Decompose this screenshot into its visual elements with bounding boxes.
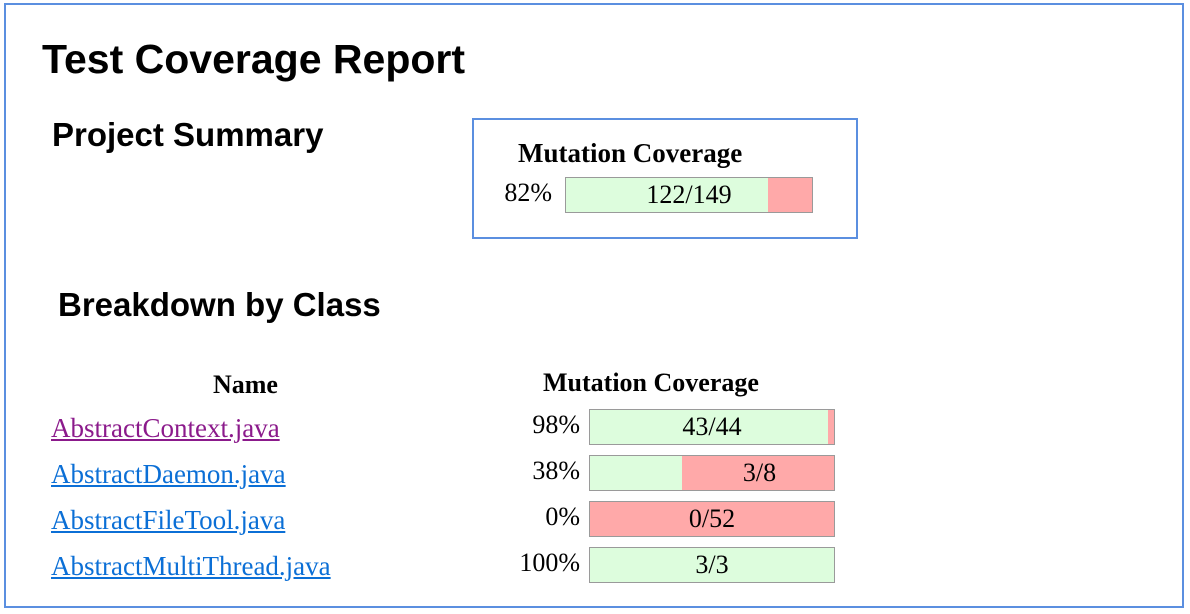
class-coverage-bar: 3/3 xyxy=(589,547,835,583)
class-link-abstractmultithread[interactable]: AbstractMultiThread.java xyxy=(51,551,331,581)
class-coverage-percent: 38% xyxy=(532,456,580,485)
class-coverage-ratio: 43/44 xyxy=(682,412,742,441)
summary-coverage-bar: 122/149 xyxy=(565,177,813,213)
class-coverage-percent: 100% xyxy=(519,548,580,577)
project-summary-box xyxy=(472,118,858,239)
class-coverage-ratio: 0/52 xyxy=(688,504,736,533)
project-summary-heading: Project Summary xyxy=(52,116,324,153)
class-link-abstractfiletool[interactable]: AbstractFileTool.java xyxy=(51,505,286,535)
column-header-mutation-coverage: Mutation Coverage xyxy=(543,368,759,397)
class-coverage-bar: 0/52 xyxy=(589,501,835,537)
class-link-abstractdaemon[interactable]: AbstractDaemon.java xyxy=(51,459,286,489)
summary-coverage-percent: 82% xyxy=(504,178,552,207)
summary-coverage-bar-fill xyxy=(566,178,768,212)
summary-mutation-coverage-label: Mutation Coverage xyxy=(518,138,743,168)
class-coverage-ratio: 3/8 xyxy=(742,458,777,487)
report-frame xyxy=(4,3,1184,608)
class-link-abstractcontext[interactable]: AbstractContext.java xyxy=(51,413,280,443)
class-coverage-percent: 98% xyxy=(532,410,580,439)
class-coverage-percent: 0% xyxy=(545,502,580,531)
breakdown-heading: Breakdown by Class xyxy=(58,286,381,323)
page-title: Test Coverage Report xyxy=(42,36,466,82)
class-coverage-ratio: 3/3 xyxy=(695,550,729,579)
summary-coverage-ratio: 122/149 xyxy=(646,180,732,209)
class-coverage-bar-fill xyxy=(590,548,834,582)
class-coverage-bar: 3/8 xyxy=(589,455,835,491)
class-coverage-bar: 43/44 xyxy=(589,409,835,445)
column-header-name: Name xyxy=(213,370,278,399)
class-coverage-bar-fill xyxy=(590,456,682,490)
class-coverage-bar-fill xyxy=(590,410,829,444)
